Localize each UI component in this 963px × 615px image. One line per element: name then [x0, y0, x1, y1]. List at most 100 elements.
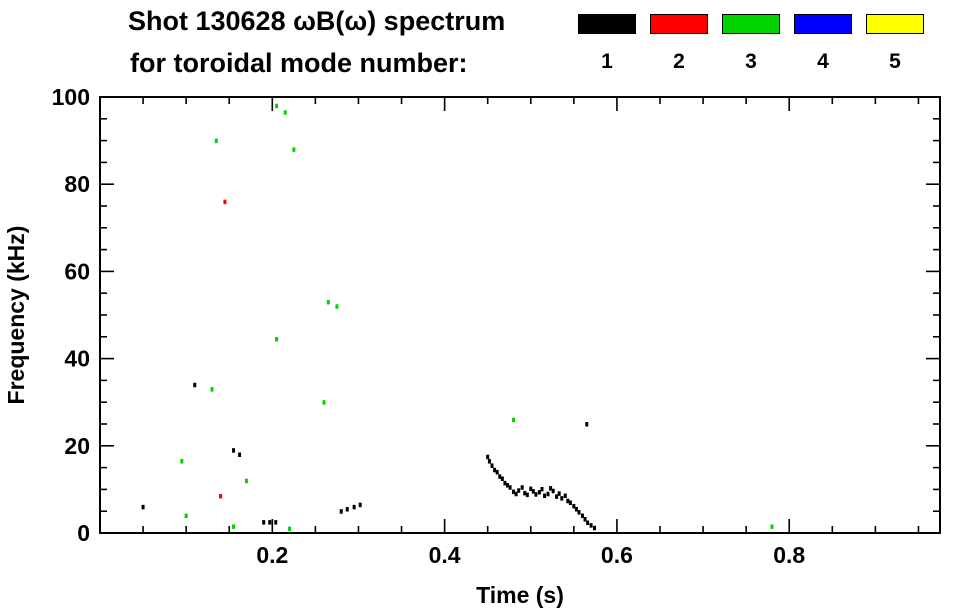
- spectrum-point-mode-1: [566, 498, 570, 504]
- spectrum-point-mode-1: [531, 489, 535, 494]
- y-axis-label: Frequency (kHz): [3, 226, 29, 405]
- spectrum-point-mode-1: [500, 476, 504, 481]
- axis-ticks: [100, 96, 940, 534]
- spectrum-point-mode-1: [495, 469, 499, 475]
- spectrum-point-mode-3: [292, 147, 296, 152]
- spectrum-point-mode-3: [275, 336, 279, 342]
- spectrum-point-mode-1: [498, 474, 502, 479]
- spectrum-point-mode-1: [585, 422, 589, 427]
- spectrum-point-mode-1: [345, 507, 349, 512]
- spectrum-point-mode-3: [244, 478, 248, 484]
- spectrum-point-mode-1: [238, 452, 242, 458]
- spectrum-point-mode-3: [210, 387, 214, 392]
- spectrum-point-mode-3: [322, 400, 326, 405]
- x-tick-label: 0.6: [601, 542, 633, 568]
- x-tick-label: 0.2: [256, 542, 288, 568]
- spectrum-point-mode-1: [262, 520, 266, 525]
- spectrum-point-mode-1: [486, 454, 490, 460]
- spectrum-point-mode-3: [512, 417, 516, 423]
- x-tick-label: 0.8: [773, 542, 805, 568]
- spectrum-point-mode-3: [214, 138, 218, 144]
- plot-frame: [99, 96, 941, 534]
- legend-label-mode-5: 5: [889, 50, 901, 73]
- legend-swatch-mode-4: [794, 14, 852, 34]
- spectrum-point-mode-1: [560, 496, 564, 501]
- y-tick-label: 60: [64, 258, 90, 284]
- spectrum-point-mode-3: [335, 304, 339, 309]
- spectrum-point-mode-1: [574, 507, 578, 512]
- spectrum-point-mode-1: [232, 448, 236, 453]
- legend-label-mode-3: 3: [745, 50, 757, 73]
- spectrum-point-mode-1: [593, 525, 597, 531]
- spectrum-point-mode-1: [352, 504, 356, 510]
- chart-title-line-1: Shot 130628 ωB(ω) spectrum: [128, 6, 506, 36]
- x-tick-label: 0.4: [429, 542, 461, 568]
- spectrum-point-mode-2: [223, 199, 227, 205]
- spectrum-point-mode-1: [551, 488, 555, 494]
- spectrum-point-mode-1: [580, 513, 584, 519]
- spectrum-point-mode-1: [586, 520, 590, 526]
- spectrum-point-mode-3: [770, 524, 774, 529]
- y-tick-label: 0: [77, 520, 90, 546]
- spectrum-point-mode-1: [274, 520, 278, 525]
- spectrum-point-mode-1: [493, 467, 497, 473]
- spectrum-point-mode-1: [503, 480, 507, 486]
- chart-title-line-2: for toroidal mode number:: [130, 48, 468, 78]
- legend-swatch-mode-5: [866, 14, 924, 34]
- spectrum-point-mode-3: [326, 299, 330, 305]
- spectrum-point-mode-1: [577, 510, 581, 515]
- tick-labels: 0.2 0.4 0.6 0.8 0 20 40 60 80 100: [52, 84, 806, 568]
- x-axis-label: Time (s): [476, 582, 564, 608]
- spectrum-point-mode-1: [517, 488, 521, 493]
- spectrum-point-mode-1: [557, 491, 561, 496]
- spectrum-point-mode-1: [537, 490, 541, 495]
- spectrum-point-mode-1: [555, 494, 559, 499]
- legend-label-mode-4: 4: [817, 50, 829, 73]
- spectrum-point-mode-1: [506, 483, 510, 488]
- spectrum-point-mode-1: [525, 492, 529, 498]
- spectrum-point-mode-1: [508, 485, 512, 490]
- spectrum-point-mode-1: [193, 382, 197, 388]
- spectrum-point-mode-1: [523, 490, 527, 496]
- spectrum-point-mode-3: [288, 526, 292, 532]
- spectrum-point-mode-3: [275, 103, 279, 109]
- spectrum-point-mode-2: [219, 493, 223, 499]
- spectrum-point-mode-3: [283, 110, 287, 115]
- spectrum-point-mode-3: [232, 524, 236, 529]
- y-tick-label: 100: [52, 84, 90, 110]
- spectrum-point-mode-1: [549, 486, 553, 491]
- data-points: [141, 103, 774, 532]
- legend-swatch-mode-2: [650, 14, 708, 34]
- spectrum-point-mode-3: [180, 459, 184, 464]
- legend-label-mode-2: 2: [673, 50, 685, 73]
- spectrum-point-mode-1: [540, 486, 544, 492]
- spectrum-point-mode-1: [520, 485, 524, 490]
- spectrum-point-mode-1: [512, 489, 516, 495]
- spectrum-point-mode-3: [184, 513, 188, 519]
- spectrum-point-mode-1: [568, 500, 572, 505]
- y-tick-label: 20: [64, 433, 90, 459]
- spectrum-point-mode-1: [534, 492, 538, 497]
- spectrum-point-mode-1: [546, 491, 550, 497]
- legend-swatch-mode-3: [722, 14, 780, 34]
- legend-swatch-mode-1: [578, 14, 636, 34]
- spectrum-point-mode-1: [141, 504, 145, 510]
- legend-label-mode-1: 1: [601, 50, 613, 73]
- y-tick-label: 40: [64, 346, 90, 372]
- spectrum-point-mode-1: [514, 491, 518, 497]
- spectrum-point-mode-1: [563, 493, 567, 499]
- spectrum-point-mode-1: [487, 459, 491, 464]
- spectrum-point-mode-1: [543, 493, 547, 499]
- spectrum-point-mode-1: [339, 509, 343, 514]
- spectrum-point-mode-1: [583, 517, 587, 522]
- spectrum-point-mode-1: [268, 520, 272, 525]
- spectrum-point-mode-1: [358, 502, 362, 508]
- spectrum-point-mode-1: [572, 503, 576, 509]
- spectrum-point-mode-1: [490, 463, 494, 468]
- spectrum-point-mode-1: [589, 523, 593, 528]
- y-tick-label: 80: [64, 171, 90, 197]
- spectrum-point-mode-1: [529, 486, 533, 492]
- plot-border: [99, 96, 941, 534]
